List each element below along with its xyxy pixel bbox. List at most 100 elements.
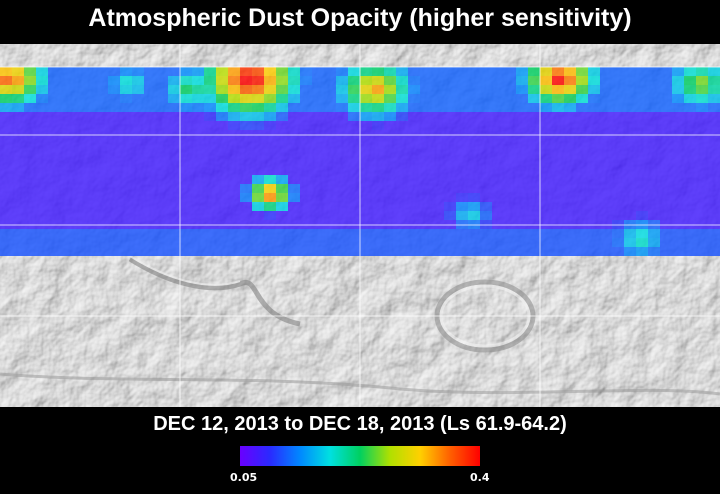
dust-cell: [36, 247, 48, 256]
dust-cell: [600, 247, 612, 256]
dust-cell: [552, 157, 564, 166]
dust-cell: [12, 139, 24, 148]
dust-cell: [672, 175, 684, 184]
dust-cell: [684, 211, 696, 220]
dust-cell: [336, 112, 348, 121]
dust-cell: [60, 148, 72, 157]
dust-cell: [72, 103, 84, 112]
dust-cell: [684, 202, 696, 211]
dust-cell: [576, 175, 588, 184]
dust-cell: [480, 112, 492, 121]
dust-cell: [36, 166, 48, 175]
dust-cell: [288, 157, 300, 166]
dust-cell: [72, 238, 84, 247]
dust-cell: [300, 67, 312, 76]
dust-cell: [24, 247, 36, 256]
dust-cell: [60, 211, 72, 220]
dust-cell: [504, 139, 516, 148]
dust-cell: [156, 202, 168, 211]
dust-cell: [72, 121, 84, 130]
dust-cell: [516, 67, 528, 76]
dust-cell: [504, 238, 516, 247]
dust-cell: [648, 112, 660, 121]
dust-cell: [420, 76, 432, 85]
dust-cell: [60, 121, 72, 130]
dust-cell: [468, 94, 480, 103]
dust-cell: [204, 67, 216, 76]
dust-cell: [168, 166, 180, 175]
dust-cell: [432, 94, 444, 103]
dust-cell: [156, 148, 168, 157]
dust-cell: [564, 148, 576, 157]
dust-cell: [216, 211, 228, 220]
dust-cell: [324, 139, 336, 148]
dust-cell: [348, 94, 360, 103]
dust-cell: [12, 166, 24, 175]
dust-cell: [456, 76, 468, 85]
dust-cell: [468, 76, 480, 85]
dust-cell: [408, 166, 420, 175]
dust-cell: [288, 211, 300, 220]
dust-cell: [252, 184, 264, 193]
dust-cell: [228, 229, 240, 238]
dust-cell: [372, 166, 384, 175]
dust-cell: [612, 139, 624, 148]
dust-cell: [420, 247, 432, 256]
dust-cell: [132, 202, 144, 211]
dust-cell: [264, 139, 276, 148]
dust-cell: [492, 148, 504, 157]
dust-cell: [324, 76, 336, 85]
dust-cell: [156, 67, 168, 76]
dust-cell: [324, 211, 336, 220]
dust-cell: [648, 175, 660, 184]
map-title: Atmospheric Dust Opacity (higher sensiti…: [88, 4, 632, 32]
dust-cell: [240, 94, 252, 103]
dust-cell: [708, 175, 720, 184]
dust-cell: [240, 175, 252, 184]
dust-cell: [216, 112, 228, 121]
dust-cell: [480, 103, 492, 112]
dust-cell: [96, 139, 108, 148]
dust-cell: [96, 85, 108, 94]
dust-cell: [576, 85, 588, 94]
dust-cell: [408, 121, 420, 130]
dust-cell: [444, 85, 456, 94]
dust-cell: [588, 112, 600, 121]
dust-cell: [252, 175, 264, 184]
dust-cell: [288, 166, 300, 175]
dust-cell: [420, 121, 432, 130]
dust-cell: [216, 184, 228, 193]
dust-cell: [588, 229, 600, 238]
dust-cell: [612, 229, 624, 238]
dust-cell: [528, 238, 540, 247]
dust-cell: [480, 184, 492, 193]
dust-cell: [648, 103, 660, 112]
dust-cell: [168, 121, 180, 130]
dust-cell: [684, 238, 696, 247]
dust-cell: [660, 184, 672, 193]
dust-cell: [324, 94, 336, 103]
dust-cell: [588, 211, 600, 220]
dust-cell: [324, 121, 336, 130]
dust-cell: [480, 85, 492, 94]
dust-cell: [384, 85, 396, 94]
dust-cell: [396, 121, 408, 130]
dust-cell: [468, 85, 480, 94]
dust-cell: [420, 193, 432, 202]
dust-cell: [588, 103, 600, 112]
dust-cell: [108, 121, 120, 130]
dust-cell: [384, 193, 396, 202]
dust-cell: [576, 211, 588, 220]
dust-cell: [276, 112, 288, 121]
dust-cell: [636, 112, 648, 121]
dust-cell: [552, 184, 564, 193]
dust-cell: [96, 94, 108, 103]
colorbar-min-label: 0.05: [230, 471, 258, 484]
dust-cell: [252, 202, 264, 211]
dust-cell: [336, 94, 348, 103]
dust-cell: [300, 211, 312, 220]
dust-cell: [684, 67, 696, 76]
dust-cell: [600, 94, 612, 103]
dust-cell: [372, 139, 384, 148]
dust-cell: [456, 67, 468, 76]
